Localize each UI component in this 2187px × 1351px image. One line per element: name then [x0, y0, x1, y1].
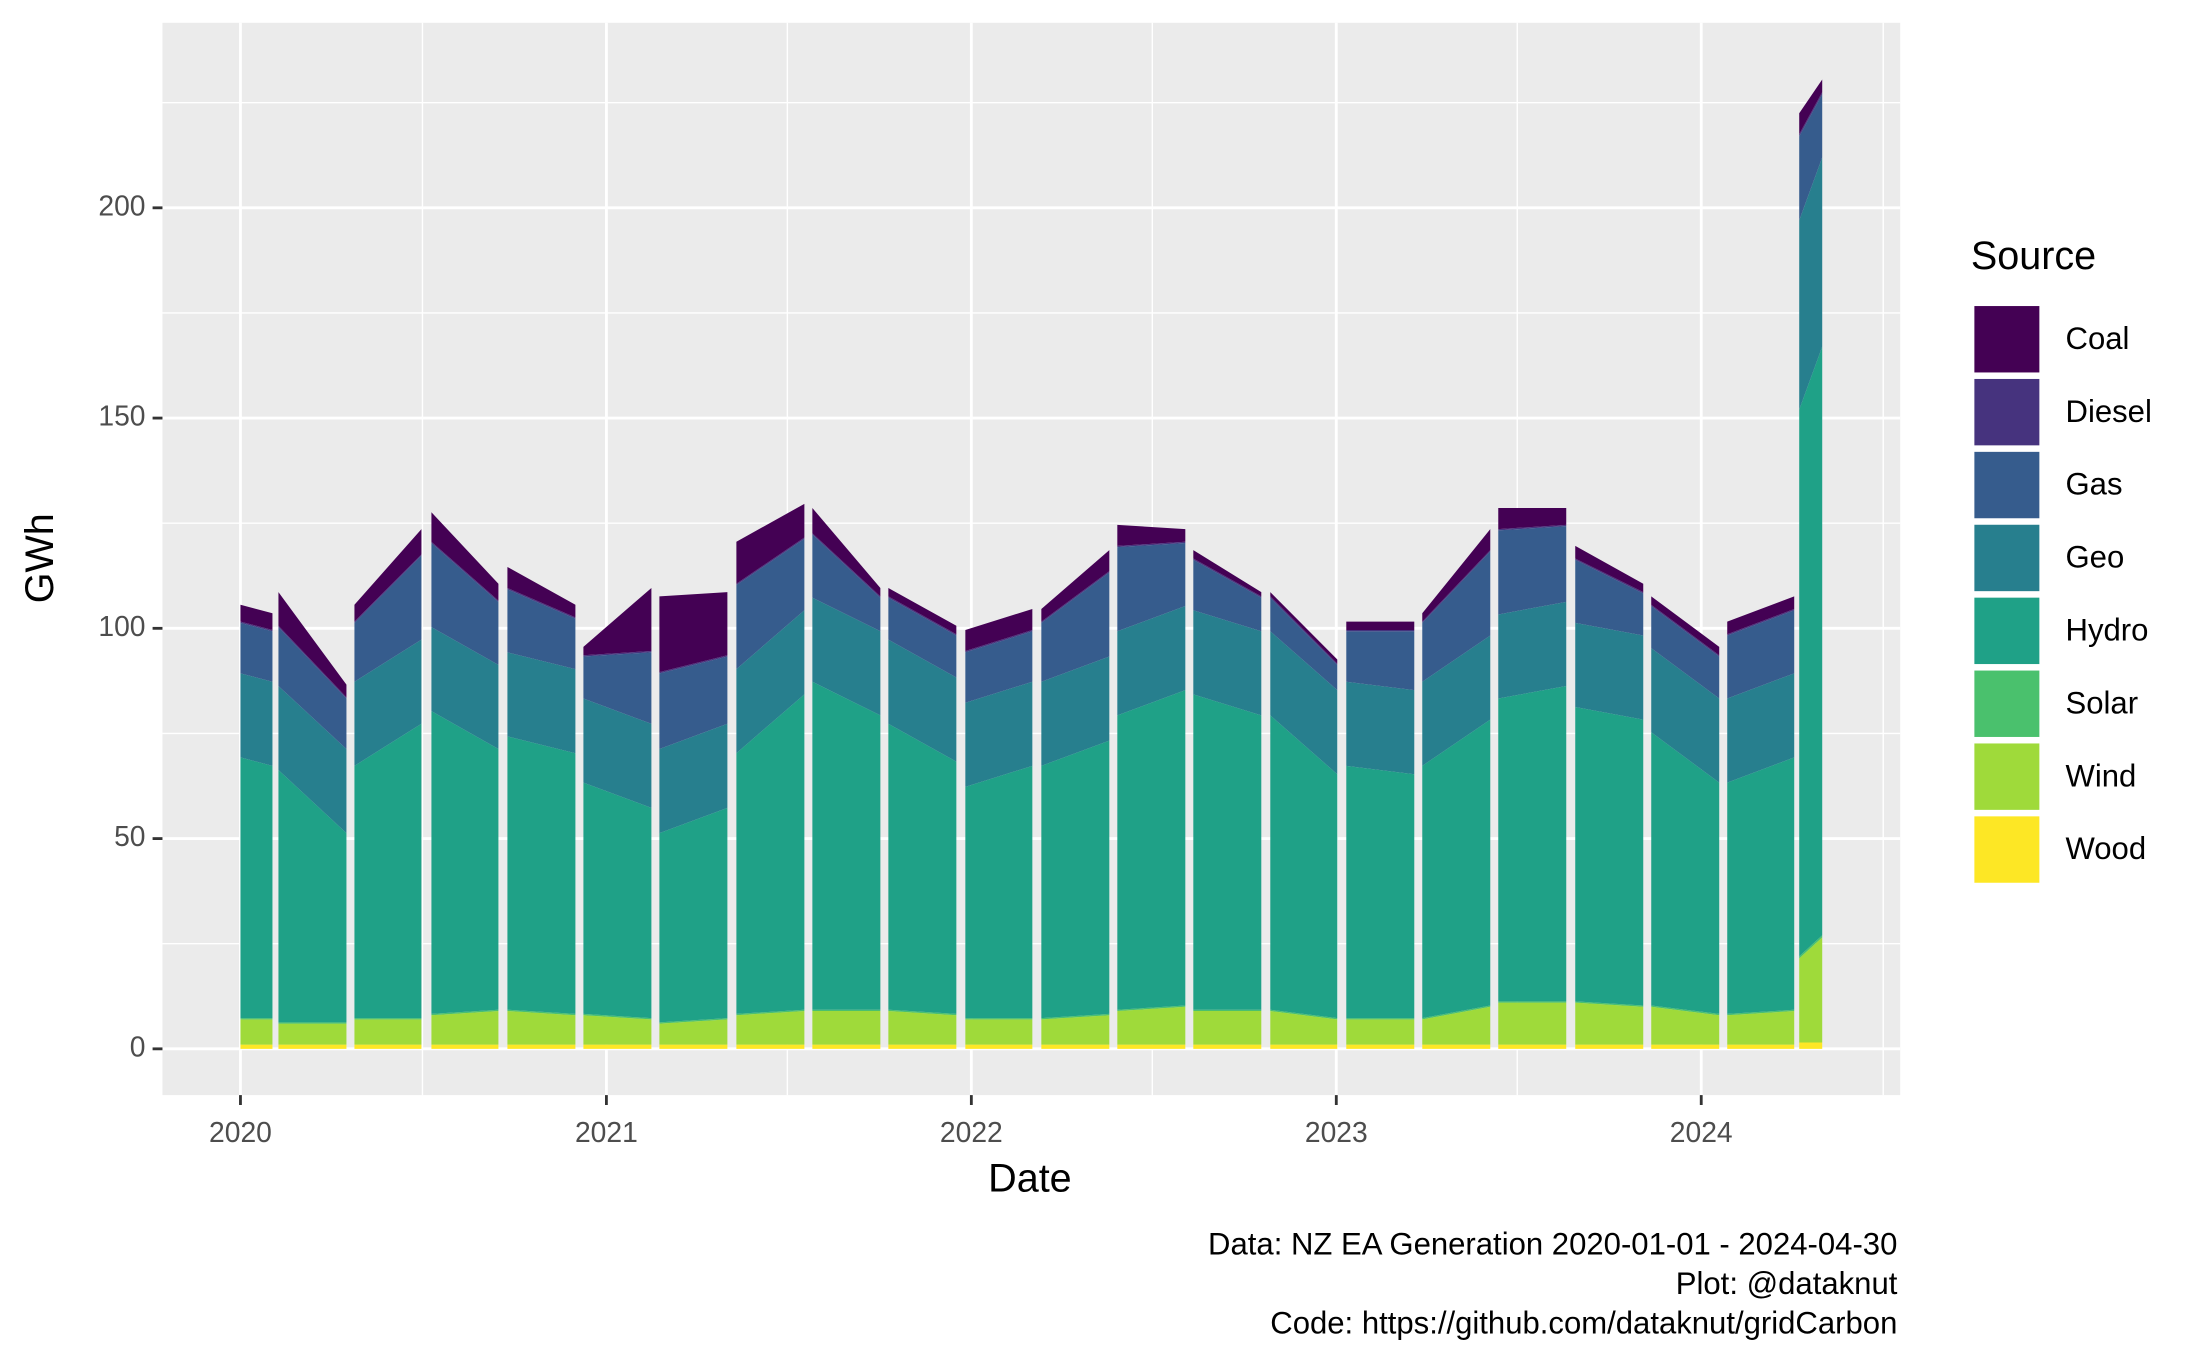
- legend-key: [1972, 596, 2041, 666]
- y-tick-label: 50: [114, 820, 145, 852]
- y-tick-label: 100: [98, 610, 145, 642]
- legend-label: Coal: [2066, 321, 2130, 356]
- legend-label: Gas: [2066, 467, 2123, 502]
- legend-label: Wood: [2066, 831, 2147, 866]
- caption: Code: https://github.com/dataknut/gridCa…: [1270, 1306, 1897, 1341]
- legend-key: [1972, 304, 2041, 374]
- x-tick-label: 2022: [940, 1116, 1003, 1148]
- legend-title: Source: [1971, 234, 2096, 278]
- legend-key: [1972, 669, 2041, 739]
- y-tick-label: 200: [98, 189, 145, 221]
- x-tick-label: 2021: [575, 1116, 638, 1148]
- legend-label: Hydro: [2066, 612, 2149, 647]
- legend-key: [1972, 377, 2041, 447]
- area-geo: [240, 157, 1823, 834]
- y-axis-title: GWh: [18, 513, 62, 603]
- legend-key: [1972, 742, 2041, 812]
- x-axis-title: Date: [988, 1157, 1072, 1201]
- x-tick-label: 2020: [209, 1116, 272, 1148]
- y-tick-label: 0: [130, 1030, 146, 1062]
- area-hydro: [240, 346, 1823, 1023]
- legend-label: Geo: [2066, 540, 2125, 575]
- x-tick-label: 2023: [1305, 1116, 1368, 1148]
- legend-label: Solar: [2066, 685, 2139, 720]
- y-tick-label: 150: [98, 400, 145, 432]
- legend-key: [1972, 523, 2041, 593]
- legend-key: [1972, 450, 2041, 520]
- legend-key: [1972, 814, 2041, 885]
- x-tick-label: 2024: [1670, 1116, 1733, 1148]
- caption: Data: NZ EA Generation 2020-01-01 - 2024…: [1208, 1226, 1897, 1261]
- caption: Plot: @dataknut: [1676, 1266, 1898, 1301]
- legend-label: Wind: [2066, 758, 2137, 793]
- area-wind: [240, 937, 1823, 1045]
- area-wood: [240, 1042, 1823, 1049]
- legend-label: Diesel: [2066, 394, 2152, 429]
